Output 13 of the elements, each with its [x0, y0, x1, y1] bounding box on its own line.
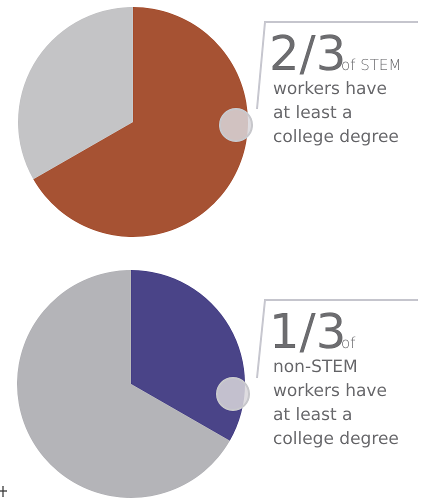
pie-slice — [33, 7, 248, 237]
pie-slice — [131, 270, 245, 441]
pie-slice — [17, 270, 230, 498]
text: non-STEM — [273, 357, 358, 377]
text: workers have — [273, 381, 387, 401]
text: college degree — [273, 127, 399, 147]
text: at least a — [273, 103, 352, 123]
text: at least a — [273, 405, 352, 425]
pie-slice — [18, 7, 133, 180]
text: college degree — [273, 429, 399, 449]
text: of STEM — [341, 56, 402, 74]
text: workers have — [273, 79, 387, 99]
text: of — [341, 334, 356, 352]
